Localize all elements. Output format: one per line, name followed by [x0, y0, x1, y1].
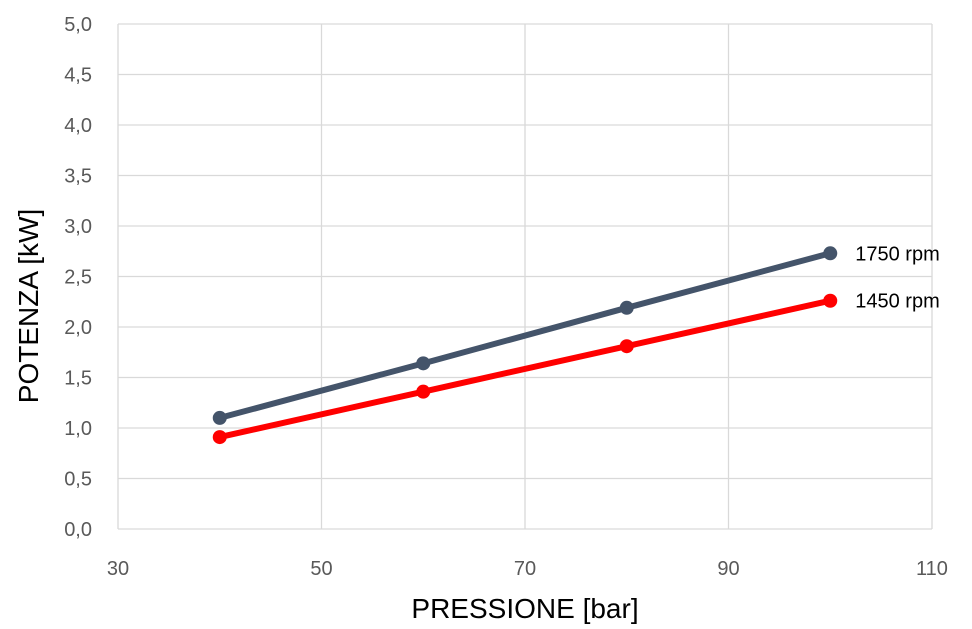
data-point — [416, 384, 431, 399]
y-tick-label: 3,0 — [64, 216, 92, 238]
series-line — [216, 250, 834, 421]
y-tick-label: 4,0 — [64, 115, 92, 137]
series-layer: 1750 rpm 1450 rpm — [212, 243, 940, 445]
x-tick-label: 30 — [107, 558, 129, 580]
y-tick-label: 1,0 — [64, 418, 92, 440]
series-label: 1450 rpm — [855, 291, 940, 313]
series-2: 1450 rpm — [212, 291, 940, 445]
x-tick-label: 70 — [514, 558, 536, 580]
y-tick-label: 1,5 — [64, 368, 92, 390]
data-point — [212, 410, 227, 425]
y-axis-tick-labels: 0,0 0,5 1,0 1,5 2,0 2,5 3,0 3,5 4,0 4,5 5,0 — [64, 14, 92, 541]
series-line — [216, 297, 834, 441]
horizontal-gridlines — [118, 23, 932, 530]
x-tick-label: 90 — [717, 558, 739, 580]
series-1: 1750 rpm — [212, 243, 940, 425]
data-point — [619, 339, 634, 354]
x-axis-tick-labels: 30 50 70 90 110 — [107, 558, 948, 580]
data-point — [416, 356, 431, 371]
y-tick-label: 0,5 — [64, 469, 92, 491]
y-axis-title: POTENZA [kW] — [13, 209, 44, 403]
y-tick-label: 2,5 — [64, 267, 92, 289]
data-point — [212, 430, 227, 445]
y-tick-label: 0,0 — [64, 519, 92, 541]
x-tick-label: 50 — [310, 558, 332, 580]
y-tick-label: 5,0 — [64, 14, 92, 36]
data-point — [619, 300, 634, 315]
x-tick-label: 110 — [916, 558, 948, 580]
y-tick-label: 3,5 — [64, 166, 92, 188]
data-point — [823, 293, 838, 308]
x-axis-title: PRESSIONE [bar] — [411, 593, 638, 624]
data-point — [823, 246, 838, 261]
series-label: 1750 rpm — [855, 243, 940, 265]
y-tick-label: 2,0 — [64, 317, 92, 339]
y-tick-label: 4,5 — [64, 65, 92, 87]
